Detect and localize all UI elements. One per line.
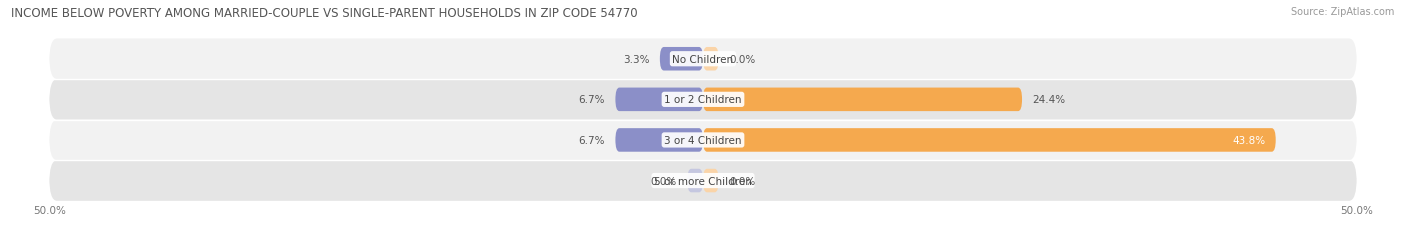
FancyBboxPatch shape [616,129,703,152]
FancyBboxPatch shape [659,48,703,71]
Text: Source: ZipAtlas.com: Source: ZipAtlas.com [1291,7,1395,17]
Text: 5 or more Children: 5 or more Children [654,176,752,186]
FancyBboxPatch shape [703,129,1275,152]
FancyBboxPatch shape [688,169,703,192]
FancyBboxPatch shape [49,161,1357,201]
Text: 1 or 2 Children: 1 or 2 Children [664,95,742,105]
FancyBboxPatch shape [703,88,1022,112]
Text: 6.7%: 6.7% [578,95,605,105]
FancyBboxPatch shape [703,169,718,192]
Text: 3.3%: 3.3% [623,55,650,64]
Text: No Children: No Children [672,55,734,64]
FancyBboxPatch shape [703,48,718,71]
FancyBboxPatch shape [616,88,703,112]
FancyBboxPatch shape [49,39,1357,80]
Text: 24.4%: 24.4% [1032,95,1066,105]
Text: 43.8%: 43.8% [1232,135,1265,145]
Text: 0.0%: 0.0% [651,176,676,186]
Text: 3 or 4 Children: 3 or 4 Children [664,135,742,145]
Text: 6.7%: 6.7% [578,135,605,145]
Text: INCOME BELOW POVERTY AMONG MARRIED-COUPLE VS SINGLE-PARENT HOUSEHOLDS IN ZIP COD: INCOME BELOW POVERTY AMONG MARRIED-COUPL… [11,7,638,20]
Text: 0.0%: 0.0% [730,176,755,186]
FancyBboxPatch shape [49,80,1357,120]
FancyBboxPatch shape [49,120,1357,161]
Text: 0.0%: 0.0% [730,55,755,64]
